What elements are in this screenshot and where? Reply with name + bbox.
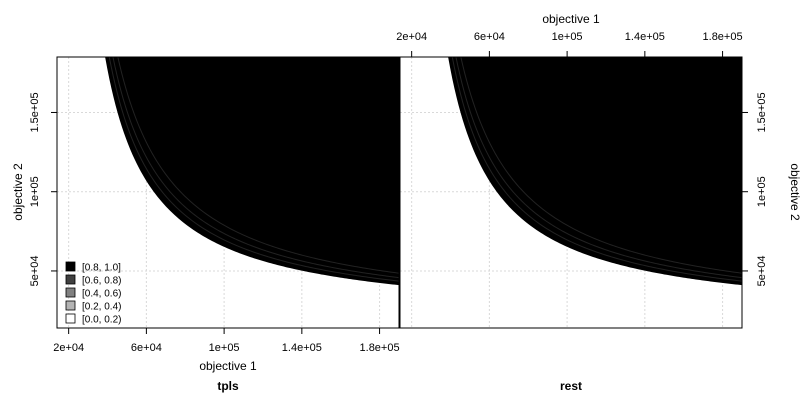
rest-x-axis-title: objective 1 [542,12,600,26]
tpls-x-tick-label: 1.8e+05 [360,342,400,354]
rest-y-tick-label: 1e+05 [756,176,768,207]
tpls-x-tick-label: 6e+04 [131,342,162,354]
rest-attainment-curve [451,56,743,282]
rest-attainment-curves [448,56,743,286]
tpls-attainment-curve [108,56,400,282]
legend-label: [0.6, 0.8) [82,276,121,287]
tpls-attainment-curve [117,56,400,274]
rest-plot-frame [399,56,743,329]
tpls-y-axis-title: objective 2 [11,163,25,221]
tpls-attainment-region [105,57,400,285]
rest-x-axis: 2e+04 6e+04 1e+05 1.4e+05 1.8e+05 [396,31,743,57]
rest-x-tick-label: 2e+04 [396,31,427,43]
tpls-x-axis-title: objective 1 [199,359,257,373]
rest-x-tick-label: 1e+05 [552,31,583,43]
rest-attainment-region [448,57,742,285]
rest-x-tick-label: 6e+04 [474,31,505,43]
tpls-attainment-curves [105,56,400,286]
tpls-y-tick-label: 1e+05 [29,176,41,207]
panel-rest: 2e+04 6e+04 1e+05 1.4e+05 1.8e+05 5e+04 1e+05… [396,12,800,393]
panel-tpls: 2e+04 6e+04 1e+05 1.4e+05 1.8e+05 5e+04 1e+05… [11,56,400,393]
tpls-x-tick-label: 1e+05 [209,342,240,354]
tpls-panel-title: tpls [217,379,239,393]
rest-attainment-curve [460,56,743,274]
tpls-y-tick-label: 5e+04 [29,255,41,286]
legend: [0.8, 1.0] [0.6, 0.8) [0.4, 0.6) [0.2, 0.4)… [65,261,121,326]
tpls-x-axis: 2e+04 6e+04 1e+05 1.4e+05 1.8e+05 [53,328,400,354]
tpls-y-tick-label: 1.5e+05 [29,92,41,132]
tpls-x-tick-label: 1.4e+05 [282,342,322,354]
legend-label: [0.2, 0.4) [82,302,121,313]
rest-y-tick-label: 5e+04 [756,255,768,286]
tpls-attainment-curve [112,56,400,279]
rest-y-axis-title: objective 2 [788,163,800,221]
legend-swatch [65,300,76,311]
rest-panel-title: rest [560,379,582,393]
rest-attainment-curve [455,56,743,279]
tpls-y-axis: 5e+04 1e+05 1.5e+05 [29,92,57,286]
legend-swatch [65,274,76,285]
legend-label: [0.8, 1.0] [82,263,121,274]
legend-swatch [65,313,76,324]
rest-x-tick-label: 1.8e+05 [703,31,743,43]
rest-y-tick-label: 1.5e+05 [756,92,768,132]
tpls-x-tick-label: 2e+04 [53,342,84,354]
tpls-plot-frame [56,56,400,329]
legend-swatch [65,287,76,298]
legend-label: [0.4, 0.6) [82,289,121,300]
legend-swatch [65,261,76,272]
rest-y-axis: 5e+04 1e+05 1.5e+05 [742,92,768,286]
rest-x-tick-label: 1.4e+05 [625,31,665,43]
legend-label: [0.0, 0.2) [82,315,121,326]
rest-attainment-curve [448,56,743,286]
tpls-attainment-curve [105,56,400,286]
